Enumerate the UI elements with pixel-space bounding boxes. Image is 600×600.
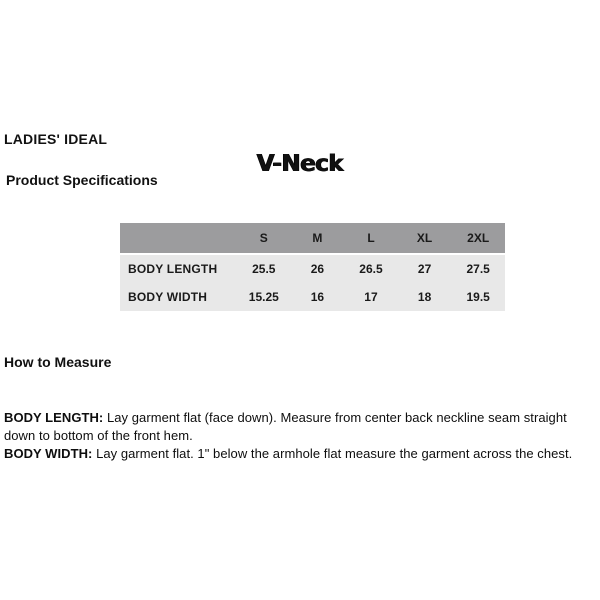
cell-value: 26 <box>290 254 345 283</box>
cell-value: 25.5 <box>237 254 291 283</box>
instruction-text: Lay garment flat. 1" below the armhole f… <box>96 446 573 461</box>
product-name: V-Neck <box>256 151 344 177</box>
header-cell-blank <box>120 223 237 255</box>
cell-value: 27 <box>397 254 452 283</box>
header-cell-size-2xl: 2XL <box>451 223 505 255</box>
header-cell-size-l: L <box>344 223 398 255</box>
cell-value: 16 <box>290 283 345 311</box>
instruction-body-width: BODY WIDTH: Lay garment flat. 1" below t… <box>4 445 600 463</box>
row-label: BODY LENGTH <box>120 254 237 283</box>
cell-value: 17 <box>344 283 398 311</box>
instruction-term: BODY LENGTH: <box>4 410 104 425</box>
how-to-measure-heading: How to Measure <box>4 354 112 370</box>
table-header-row: S M L XL 2XL <box>120 223 505 255</box>
cell-value: 15.25 <box>237 283 291 311</box>
header-cell-size-xl: XL <box>397 223 452 255</box>
table-row-body-length: BODY LENGTH 25.5 26 26.5 27 27.5 <box>120 254 505 283</box>
instruction-text: Lay garment flat (face down). Measure fr… <box>4 410 567 443</box>
instruction-term: BODY WIDTH: <box>4 446 93 461</box>
section-title: Product Specifications <box>6 172 158 188</box>
cell-value: 26.5 <box>344 254 398 283</box>
header-cell-size-m: M <box>290 223 345 255</box>
spec-table: S M L XL 2XL BODY LENGTH 25.5 26 26.5 27… <box>120 223 505 311</box>
row-label: BODY WIDTH <box>120 283 237 311</box>
table-row-body-width: BODY WIDTH 15.25 16 17 18 19.5 <box>120 283 505 311</box>
header-cell-size-s: S <box>237 223 291 255</box>
cell-value: 19.5 <box>451 283 505 311</box>
instruction-body-length: BODY LENGTH: Lay garment flat (face down… <box>4 409 584 444</box>
brand-title: LADIES' IDEAL <box>4 131 108 147</box>
cell-value: 18 <box>397 283 452 311</box>
cell-value: 27.5 <box>451 254 505 283</box>
